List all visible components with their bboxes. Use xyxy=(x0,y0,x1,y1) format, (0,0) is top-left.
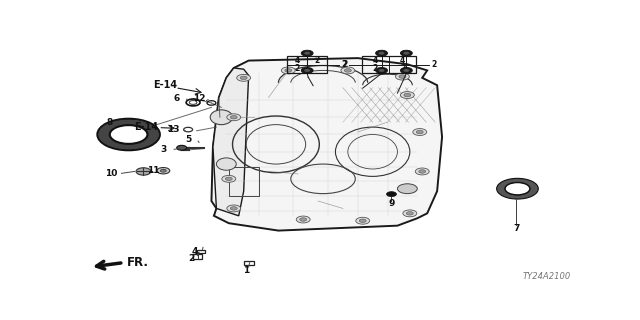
Text: 2: 2 xyxy=(294,64,300,74)
Circle shape xyxy=(379,52,385,55)
Circle shape xyxy=(356,217,370,224)
Text: TY24A2100: TY24A2100 xyxy=(523,272,571,281)
Circle shape xyxy=(161,169,166,172)
Ellipse shape xyxy=(216,158,236,170)
Bar xyxy=(229,166,259,196)
Circle shape xyxy=(177,145,187,150)
Text: 6: 6 xyxy=(173,93,180,102)
Polygon shape xyxy=(213,68,249,216)
Text: 10: 10 xyxy=(104,169,117,179)
Polygon shape xyxy=(211,58,442,231)
Text: 12: 12 xyxy=(193,93,205,102)
Text: E-14: E-14 xyxy=(154,80,177,90)
Circle shape xyxy=(301,50,313,56)
Circle shape xyxy=(237,74,251,81)
Circle shape xyxy=(403,52,410,55)
Text: 2: 2 xyxy=(188,254,195,263)
Text: 2: 2 xyxy=(372,64,378,74)
Text: 2: 2 xyxy=(314,56,320,65)
Circle shape xyxy=(379,69,385,72)
Circle shape xyxy=(227,114,241,121)
Circle shape xyxy=(225,177,232,180)
Text: 2: 2 xyxy=(342,60,347,69)
Circle shape xyxy=(282,67,295,74)
Text: 2: 2 xyxy=(400,64,405,74)
Circle shape xyxy=(403,210,417,217)
Circle shape xyxy=(403,69,410,72)
Circle shape xyxy=(304,69,310,72)
Circle shape xyxy=(387,192,396,196)
Circle shape xyxy=(376,68,388,73)
Circle shape xyxy=(285,69,292,72)
Circle shape xyxy=(419,170,426,173)
Text: 7: 7 xyxy=(513,224,520,233)
Bar xyxy=(193,254,202,259)
Circle shape xyxy=(404,93,411,97)
Circle shape xyxy=(505,182,530,195)
Bar xyxy=(244,261,253,265)
Ellipse shape xyxy=(98,119,159,150)
Circle shape xyxy=(401,50,412,56)
Circle shape xyxy=(406,212,413,215)
Circle shape xyxy=(301,68,313,73)
Text: 1: 1 xyxy=(243,266,250,275)
Circle shape xyxy=(230,207,237,210)
Text: 5: 5 xyxy=(185,135,191,144)
Circle shape xyxy=(376,50,388,56)
Circle shape xyxy=(240,76,247,80)
Circle shape xyxy=(413,129,427,135)
Circle shape xyxy=(401,68,412,73)
Text: 8: 8 xyxy=(107,118,113,127)
Circle shape xyxy=(227,205,241,212)
Circle shape xyxy=(304,52,310,55)
Text: 2: 2 xyxy=(342,60,347,69)
Circle shape xyxy=(416,130,423,134)
Circle shape xyxy=(136,168,151,175)
Circle shape xyxy=(401,92,414,99)
Text: E-14: E-14 xyxy=(134,122,159,132)
Circle shape xyxy=(359,219,366,222)
Text: 4: 4 xyxy=(372,56,378,65)
Circle shape xyxy=(344,69,351,72)
Circle shape xyxy=(399,75,406,78)
Circle shape xyxy=(341,67,355,74)
Circle shape xyxy=(397,184,417,194)
Ellipse shape xyxy=(110,125,147,144)
Circle shape xyxy=(415,168,429,175)
Circle shape xyxy=(396,73,410,80)
Wedge shape xyxy=(497,178,538,199)
Text: 11: 11 xyxy=(147,166,159,175)
Text: 13: 13 xyxy=(167,125,179,134)
Bar xyxy=(196,250,205,253)
Ellipse shape xyxy=(210,110,232,124)
Text: FR.: FR. xyxy=(127,256,148,269)
Circle shape xyxy=(230,116,237,119)
Text: 4: 4 xyxy=(400,56,405,65)
Text: 4: 4 xyxy=(192,247,198,256)
Circle shape xyxy=(222,175,236,182)
Circle shape xyxy=(300,218,307,221)
Wedge shape xyxy=(98,119,159,150)
Circle shape xyxy=(296,216,310,223)
Text: 4: 4 xyxy=(294,56,300,65)
Circle shape xyxy=(157,167,170,174)
Text: 9: 9 xyxy=(388,199,395,208)
Text: 3: 3 xyxy=(160,145,166,154)
Text: 2: 2 xyxy=(431,60,436,69)
